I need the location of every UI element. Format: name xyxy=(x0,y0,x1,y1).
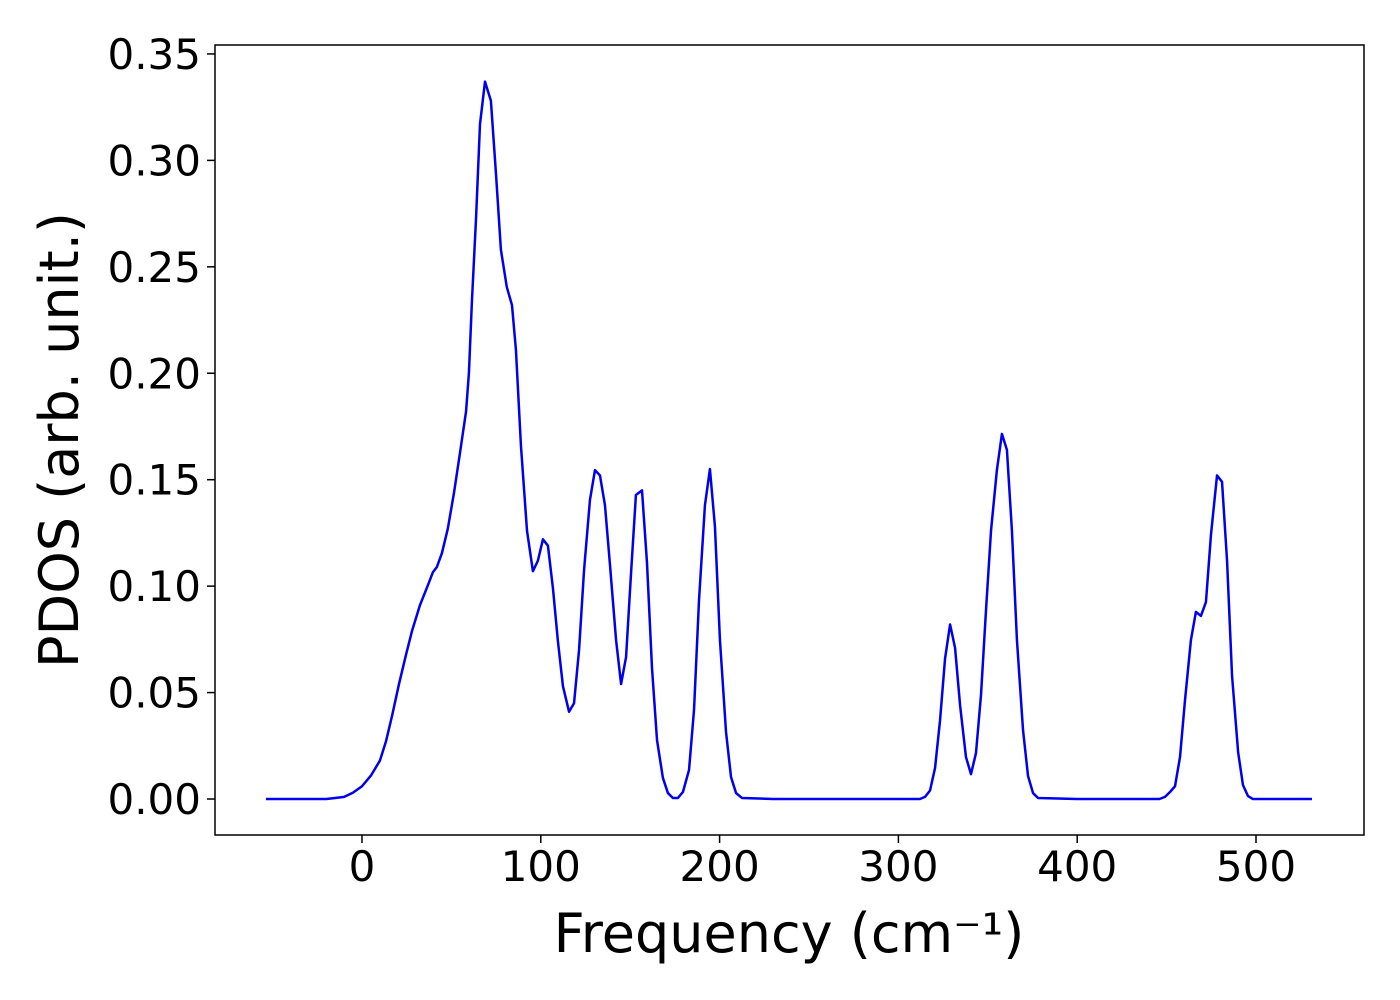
y-tick-label: 0.30 xyxy=(107,136,201,185)
x-tick-label: 400 xyxy=(1037,842,1117,891)
pdos-line xyxy=(265,80,1312,801)
x-tick-label: 500 xyxy=(1216,842,1296,891)
plot-frame xyxy=(214,44,1365,836)
y-tick-label: 0.05 xyxy=(107,669,201,718)
y-axis-label: PDOS (arb. unit.) xyxy=(28,212,91,668)
x-tick-label: 200 xyxy=(680,842,760,891)
y-tick-label: 0.35 xyxy=(107,30,201,79)
x-tick-label: 0 xyxy=(349,842,376,891)
y-tick-label: 0.25 xyxy=(107,243,201,292)
x-tick-label: 100 xyxy=(501,842,581,891)
y-tick-label: 0.15 xyxy=(107,456,201,505)
y-tick-label: 0.00 xyxy=(107,775,201,824)
y-tick-label: 0.20 xyxy=(107,349,201,398)
y-tick-label: 0.10 xyxy=(107,562,201,611)
x-tick-label: 300 xyxy=(858,842,938,891)
x-axis-label: Frequency (cm⁻¹) xyxy=(554,902,1025,965)
